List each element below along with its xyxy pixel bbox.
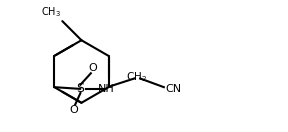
Text: CH$_2$: CH$_2$ — [126, 70, 147, 84]
Text: O: O — [69, 105, 78, 115]
Text: S: S — [76, 82, 84, 95]
Text: O: O — [88, 63, 97, 73]
Text: CN: CN — [166, 84, 182, 94]
Text: CH$_3$: CH$_3$ — [41, 5, 60, 19]
Text: NH: NH — [98, 84, 115, 94]
